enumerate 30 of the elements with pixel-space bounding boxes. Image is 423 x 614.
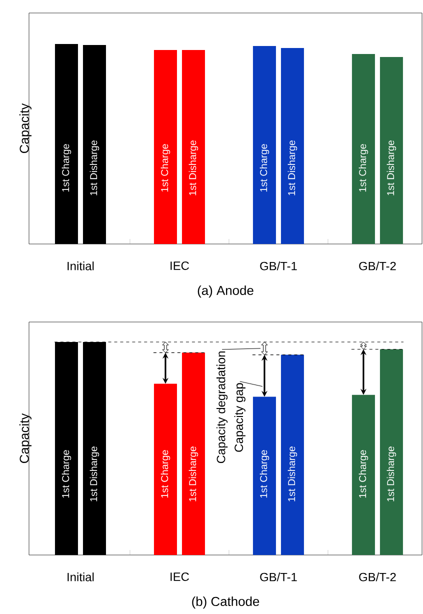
text: 1st Charge bbox=[160, 450, 170, 498]
series-label: 1st Charge bbox=[260, 450, 270, 498]
text: 1st Disharge bbox=[90, 446, 100, 502]
text: (a) Anode bbox=[198, 286, 254, 298]
x-tick-label: IEC bbox=[170, 572, 189, 581]
series-label: 1st Disharge bbox=[188, 140, 198, 196]
text: 1st Charge bbox=[358, 144, 368, 192]
text: 1st Charge bbox=[160, 144, 170, 192]
text: 1st Charge bbox=[358, 450, 368, 498]
text: 1st Disharge bbox=[90, 140, 100, 196]
annotation: Capacity gap bbox=[234, 383, 246, 452]
text: 1st Disharge bbox=[386, 140, 396, 196]
annotation: Capacity degradation bbox=[216, 351, 228, 464]
x-tick-label: GB/T-2 bbox=[359, 572, 396, 582]
series-label: 1st Disharge bbox=[188, 446, 198, 502]
x-tick-label: IEC bbox=[170, 262, 189, 270]
x-tick-label: GB/T-1 bbox=[260, 572, 297, 582]
text: 1st Charge bbox=[62, 144, 72, 192]
text: 1st Charge bbox=[62, 450, 72, 498]
text: 1st Disharge bbox=[288, 446, 298, 502]
y-axis-title: Capacity bbox=[19, 103, 32, 154]
x-tick-label: Initial bbox=[68, 262, 94, 270]
text: (b) Cathode bbox=[192, 596, 260, 609]
y-axis-title: Capacity bbox=[19, 413, 32, 464]
text: 1st Disharge bbox=[288, 140, 298, 196]
text: 1st Disharge bbox=[386, 446, 396, 502]
x-tick-label: Initial bbox=[68, 572, 94, 582]
series-label: 1st Charge bbox=[260, 144, 270, 192]
x-tick-label: GB/T-1 bbox=[260, 262, 297, 270]
x-tick-label: GB/T-2 bbox=[359, 262, 396, 270]
